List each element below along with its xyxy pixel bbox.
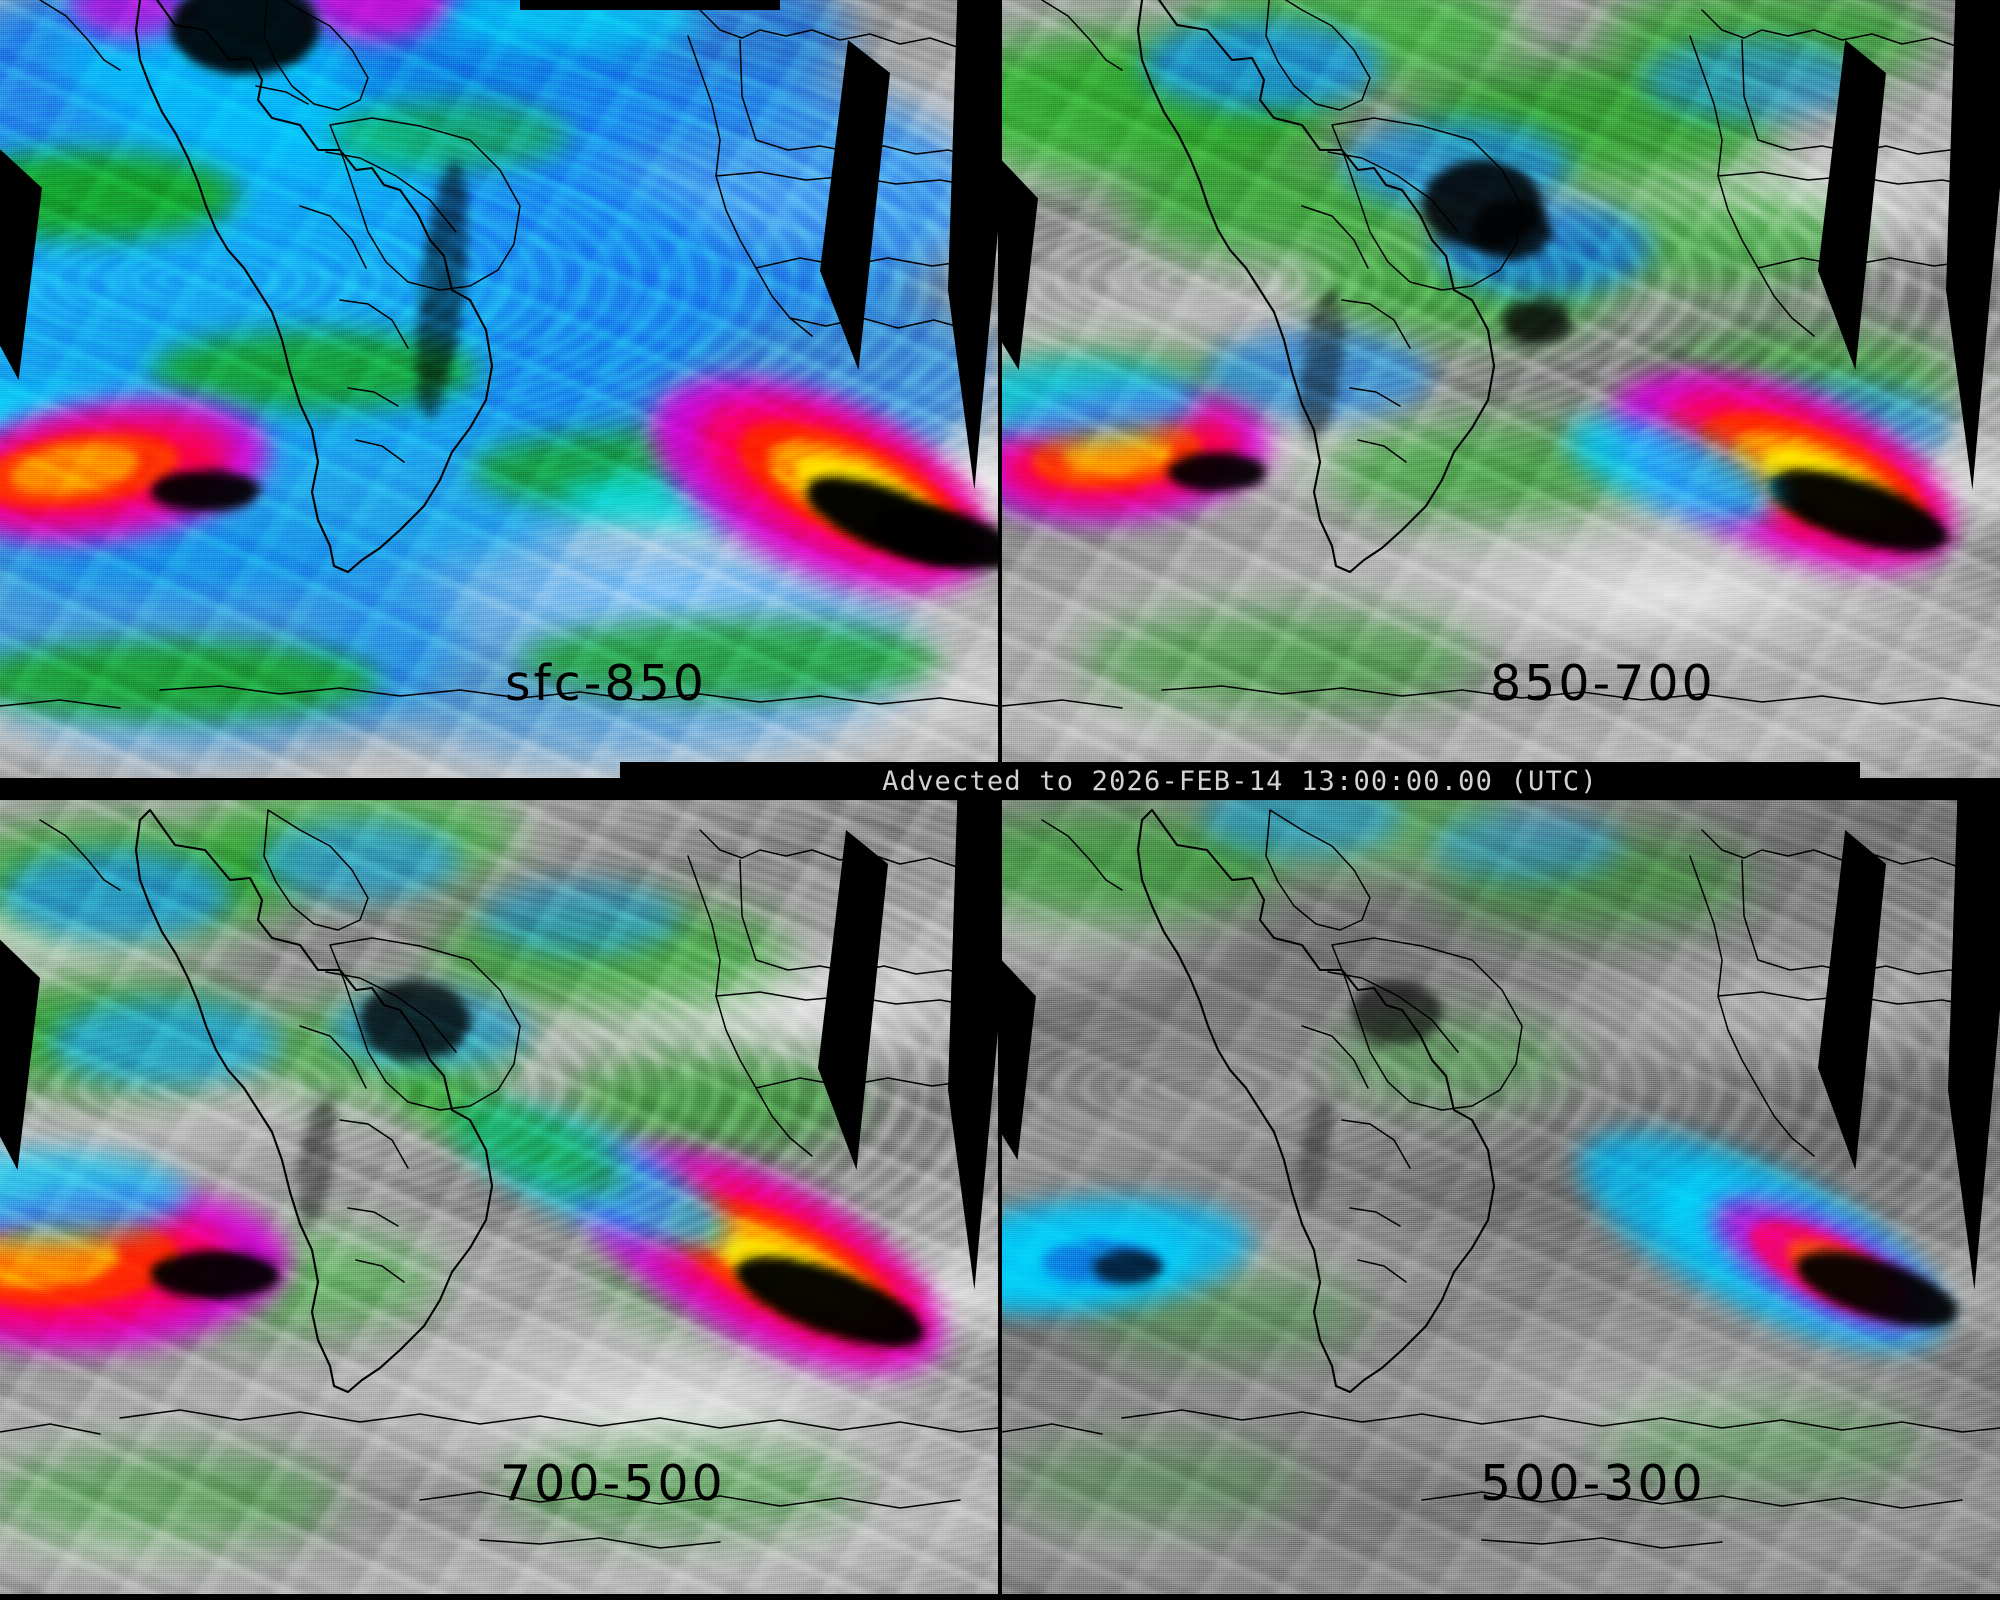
- panel-500-300[interactable]: [1002, 800, 2000, 1600]
- advection-timestamp-text: Advected to 2026-FEB-14 13:00:00.00 (UTC…: [882, 765, 1598, 797]
- panel-sfc-850[interactable]: [0, 0, 998, 778]
- panel-850-700[interactable]: [1002, 0, 2000, 778]
- advection-timestamp-banner: Advected to 2026-FEB-14 13:00:00.00 (UTC…: [620, 762, 1860, 800]
- panel-label-850-700: 850-700: [1490, 655, 1716, 712]
- panel-label-500-300: 500-300: [1480, 1455, 1706, 1512]
- panel-label-700-500: 700-500: [500, 1455, 726, 1512]
- top-trim-strip: [520, 0, 780, 10]
- panel-700-500[interactable]: [0, 800, 998, 1600]
- panel-divider-vertical: [998, 0, 1002, 1600]
- panel-label-sfc-850: sfc-850: [505, 655, 707, 712]
